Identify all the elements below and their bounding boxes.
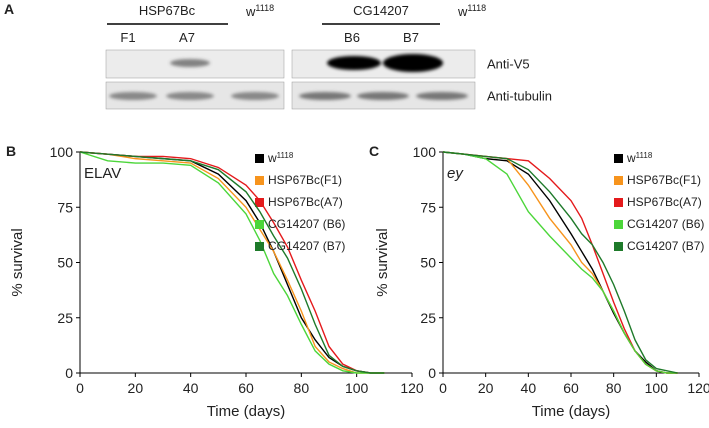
x-tick-label: 20 (128, 380, 144, 396)
panel-label: B (6, 143, 16, 159)
legend-text: CG14207 (B7) (627, 239, 704, 253)
y-tick-label: 50 (57, 255, 73, 271)
survival-curve (79, 151, 385, 374)
legend-sup: 1118 (277, 151, 294, 160)
legend-label: CG14207 (B6) (627, 217, 704, 231)
legend-swatch (255, 154, 264, 163)
legend-text: CG14207 (B7) (268, 239, 345, 253)
legend-swatch (614, 198, 623, 207)
row-label: Anti-tubulin (487, 88, 552, 103)
legend-swatch (255, 176, 264, 185)
x-tick-label: 60 (563, 380, 579, 396)
legend-text: HSP67Bc(A7) (268, 195, 343, 209)
x-tick-label: 40 (521, 380, 537, 396)
x-axis-label: Time (days) (532, 403, 611, 420)
y-tick-label: 75 (420, 199, 436, 215)
bands (109, 54, 468, 100)
x-tick-label: 120 (687, 380, 709, 396)
legend-text: w (626, 151, 636, 165)
legend-swatch (614, 242, 623, 251)
row-label: Anti-V5 (487, 56, 530, 71)
y-tick-label: 100 (50, 144, 74, 160)
lane-label: B7 (403, 30, 419, 45)
legend-text: HSP67Bc(F1) (268, 173, 342, 187)
group-label: HSP67Bc (139, 3, 196, 18)
x-tick-label: 100 (645, 380, 669, 396)
legend-swatch (614, 154, 623, 163)
legend-text: CG14207 (B6) (627, 217, 704, 231)
lane-label: A7 (179, 30, 195, 45)
y-tick-label: 25 (420, 310, 436, 326)
x-axis-label: Time (days) (207, 403, 286, 420)
y-tick-label: 0 (428, 365, 436, 381)
y-axis-label: % survival (9, 228, 26, 296)
x-tick-label: 0 (76, 380, 84, 396)
lane-label: B6 (344, 30, 360, 45)
x-tick-label: 40 (183, 380, 199, 396)
legend-sup: 1118 (636, 151, 653, 160)
survival-curve (79, 151, 385, 374)
legend-text: HSP67Bc(A7) (627, 195, 702, 209)
annotation: ey (447, 165, 464, 182)
survival-curve (79, 151, 385, 374)
annotation: ELAV (84, 165, 121, 182)
legend-swatch (255, 220, 264, 229)
legend-label: w1118 (626, 151, 653, 165)
survival-curve (442, 151, 678, 374)
survival-curve (442, 151, 678, 374)
x-tick-label: 0 (439, 380, 447, 396)
survival-curve (442, 151, 678, 374)
legend-swatch (255, 242, 264, 251)
legend-label: HSP67Bc(F1) (627, 173, 701, 187)
legend-label: CG14207 (B6) (268, 217, 345, 231)
x-tick-label: 80 (294, 380, 310, 396)
x-tick-label: 60 (238, 380, 254, 396)
legend-label: CG14207 (B7) (268, 239, 345, 253)
control-label: w1118 (457, 3, 486, 19)
y-tick-label: 100 (413, 144, 437, 160)
legend-label: HSP67Bc(A7) (268, 195, 343, 209)
group-label: CG14207 (353, 3, 409, 18)
y-tick-label: 75 (57, 199, 73, 215)
legend-label: CG14207 (B7) (627, 239, 704, 253)
panel-label: C (369, 143, 379, 159)
x-tick-label: 100 (345, 380, 369, 396)
y-tick-label: 0 (65, 365, 73, 381)
x-tick-label: 120 (400, 380, 424, 396)
legend-label: HSP67Bc(A7) (627, 195, 702, 209)
panel-label: A (4, 1, 14, 17)
y-tick-label: 25 (57, 310, 73, 326)
legend-swatch (614, 220, 623, 229)
y-tick-label: 50 (420, 255, 436, 271)
lane-label: F1 (120, 30, 135, 45)
y-axis-label: % survival (374, 228, 391, 296)
x-tick-label: 20 (478, 380, 494, 396)
survival-curve (79, 151, 385, 374)
legend-label: w1118 (267, 151, 294, 165)
legend-label: HSP67Bc(F1) (268, 173, 342, 187)
legend-swatch (614, 176, 623, 185)
legend-text: HSP67Bc(F1) (627, 173, 701, 187)
x-tick-label: 80 (606, 380, 622, 396)
control-label: w1118 (245, 3, 274, 19)
legend-text: w (267, 151, 277, 165)
legend-text: CG14207 (B6) (268, 217, 345, 231)
legend-swatch (255, 198, 264, 207)
